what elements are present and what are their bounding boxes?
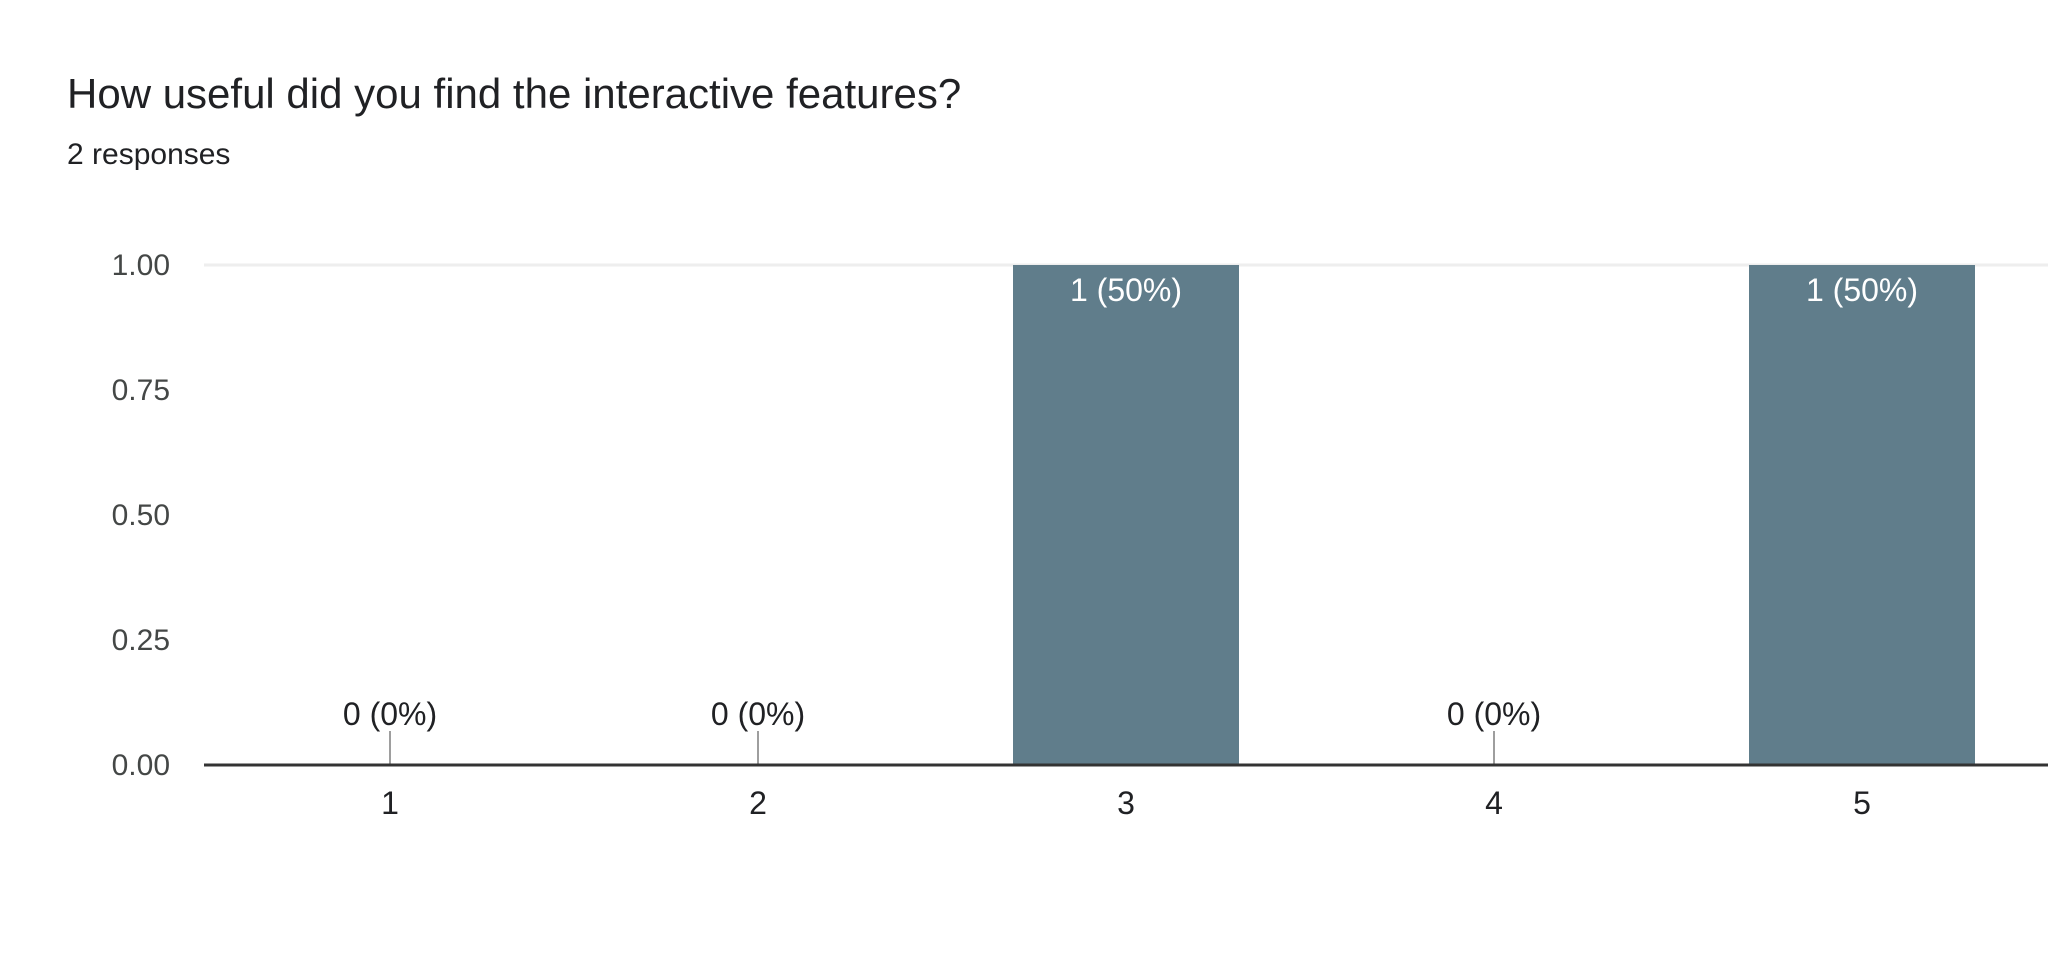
x-category-label: 3 bbox=[1117, 785, 1135, 821]
data-label: 0 (0%) bbox=[711, 696, 805, 732]
x-category-label: 2 bbox=[749, 785, 767, 821]
y-tick-label: 0.50 bbox=[112, 499, 170, 532]
x-category-label: 5 bbox=[1853, 785, 1871, 821]
y-tick-label: 1.00 bbox=[112, 249, 170, 282]
bar bbox=[1749, 265, 1975, 765]
y-tick-label: 0.00 bbox=[112, 749, 170, 782]
bar bbox=[1013, 265, 1239, 765]
y-tick-label: 0.25 bbox=[112, 624, 170, 657]
x-category-label: 4 bbox=[1485, 785, 1503, 821]
data-label: 0 (0%) bbox=[343, 696, 437, 732]
data-label: 1 (50%) bbox=[1806, 272, 1918, 308]
data-label: 1 (50%) bbox=[1070, 272, 1182, 308]
data-label: 0 (0%) bbox=[1447, 696, 1541, 732]
y-tick-label: 0.75 bbox=[112, 374, 170, 407]
x-category-label: 1 bbox=[381, 785, 399, 821]
question-title: How useful did you find the interactive … bbox=[67, 70, 962, 117]
response-count: 2 responses bbox=[67, 138, 231, 171]
